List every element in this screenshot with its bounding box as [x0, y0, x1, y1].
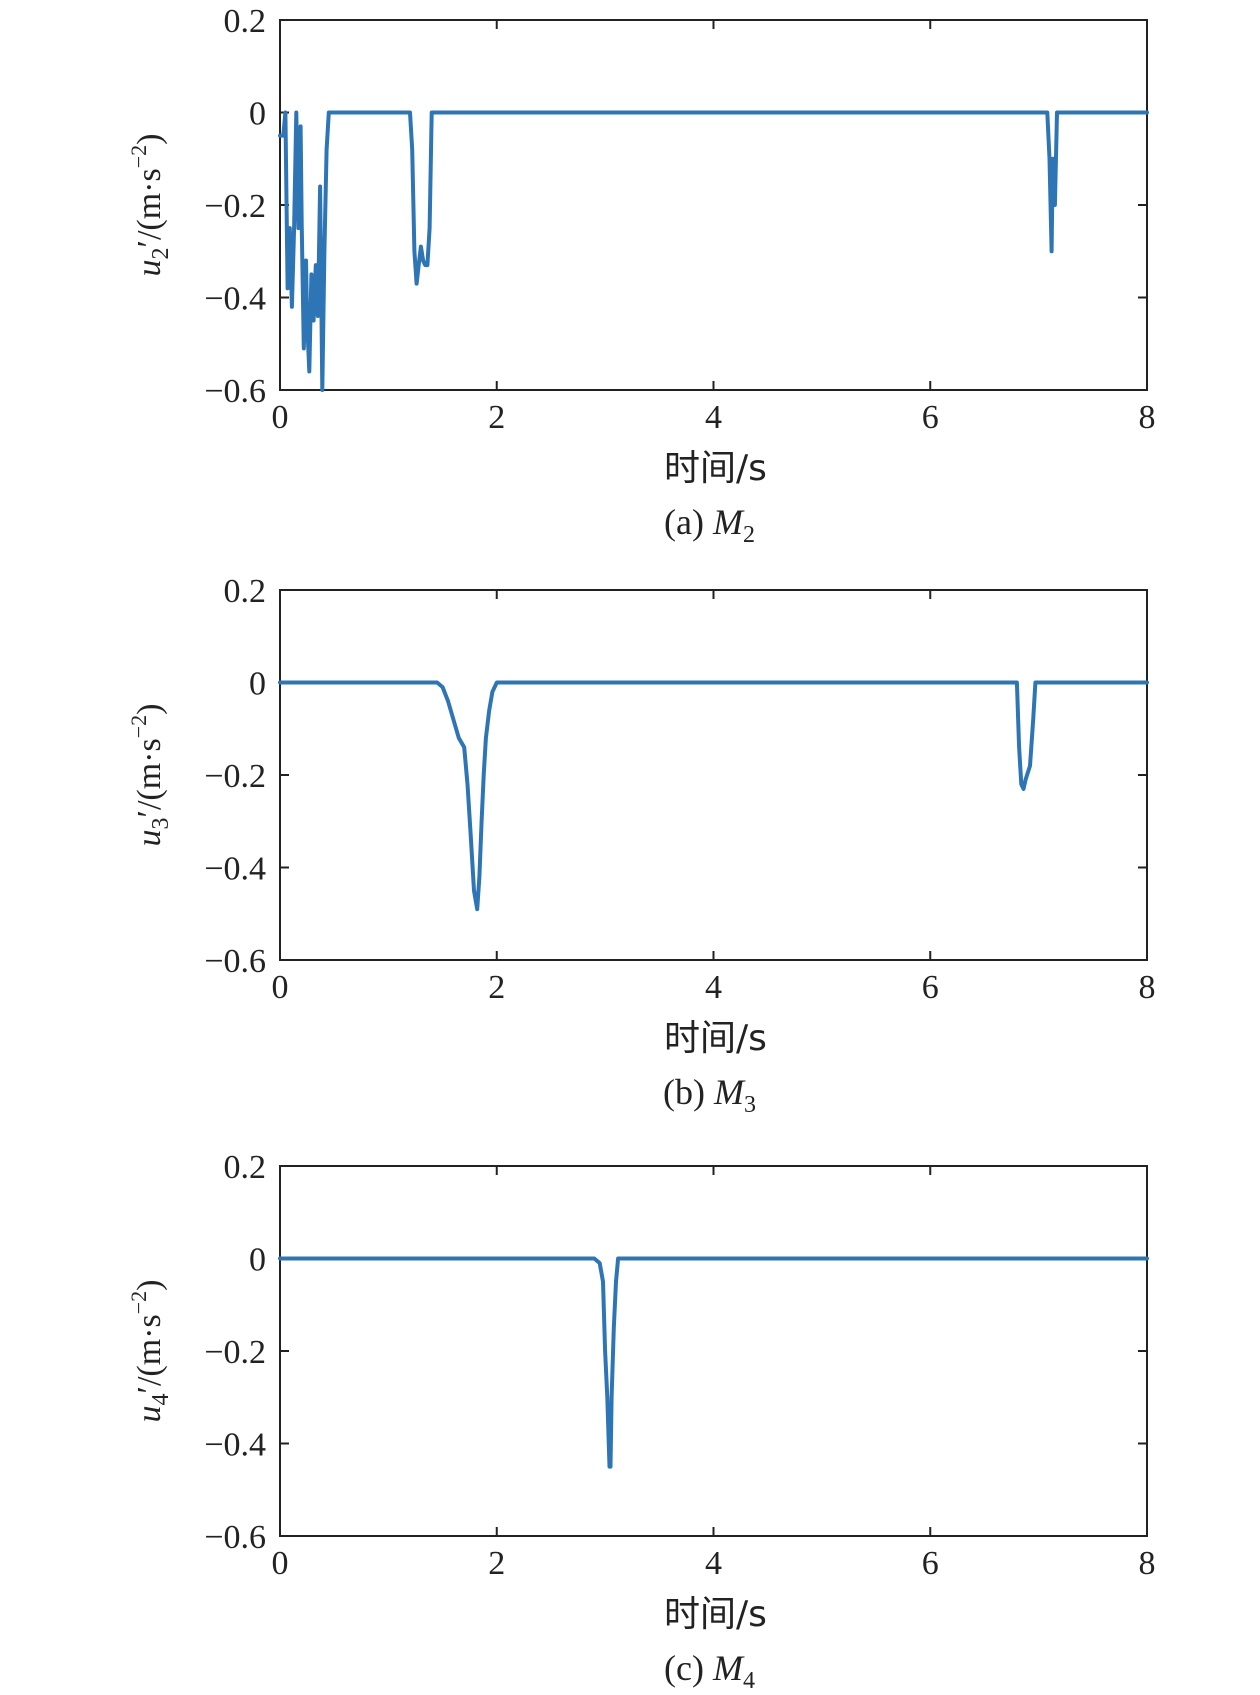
ylabel-sub: 2 [148, 247, 174, 259]
ylabel-exp: −2 [126, 1291, 151, 1314]
y-tick-label: −0.6 [204, 943, 266, 980]
caption-var: M [713, 1072, 746, 1112]
x-tick-label: 6 [922, 399, 939, 436]
y-tick-label: 0 [249, 666, 266, 703]
x-tick-label: 8 [1139, 969, 1156, 1006]
x-tick-label: 0 [272, 969, 289, 1006]
x-axis-label: 时间/s [664, 1018, 767, 1059]
panel-caption: (b) M3 [663, 1072, 756, 1118]
y-tick-label: 0 [249, 96, 266, 133]
y-tick-label: −0.4 [204, 281, 266, 318]
y-tick-label: 0 [249, 1242, 266, 1279]
chart-panel-a: 0 2 4 6 80.20−0.2−0.4−0.6时间/s(a) M2u2′/(m·s−… [126, 3, 1156, 548]
x-tick-label: 2 [488, 399, 505, 436]
y-axis-label: u3′/(m·s−2) [126, 704, 174, 847]
ylabel-close: ) [131, 1280, 168, 1291]
x-tick-label: 2 [488, 969, 505, 1006]
x-tick-label: 4 [705, 1545, 722, 1582]
caption-var: M [712, 502, 745, 542]
x-tick-label: 6 [922, 1545, 939, 1582]
series-line [278, 680, 1149, 912]
y-axis-label: u4′/(m·s−2) [126, 1280, 174, 1423]
plot-frame [279, 1165, 1148, 1537]
y-tick-label: −0.2 [204, 758, 266, 795]
y-axis-label: u2′/(m·s−2) [126, 134, 174, 277]
y-tick-label: −0.4 [204, 851, 266, 888]
ylabel-sub: 3 [148, 817, 174, 829]
y-tick-label: 0.2 [224, 573, 267, 610]
series-line [278, 1256, 1149, 1469]
x-tick-label: 4 [705, 399, 722, 436]
x-tick-label: 6 [922, 969, 939, 1006]
x-tick-label: 8 [1139, 1545, 1156, 1582]
y-tick-label: −0.2 [204, 188, 266, 225]
y-tick-label: 0.2 [224, 3, 267, 40]
ylabel-rest: ′/(m·s [131, 168, 168, 247]
ylabel-var: u [131, 259, 168, 276]
y-tick-label: −0.2 [204, 1334, 266, 1371]
ylabel-exp: −2 [126, 715, 151, 738]
caption-sub: 3 [744, 1092, 756, 1118]
y-tick-label: −0.6 [204, 1519, 266, 1556]
chart-panel-c: 0 2 4 6 80.20−0.2−0.4−0.6时间/s(c) M4u4′/(m·s−… [126, 1149, 1156, 1694]
caption-sub: 4 [743, 1668, 755, 1694]
y-tick-label: −0.4 [204, 1427, 266, 1464]
ylabel-close: ) [131, 704, 168, 715]
ylabel-close: ) [131, 134, 168, 145]
x-tick-label: 0 [272, 399, 289, 436]
series-line [278, 110, 1149, 392]
caption-label: (c) [664, 1648, 713, 1688]
ylabel-var: u [131, 1405, 168, 1422]
chart-panel-b: 0 2 4 6 80.20−0.2−0.4−0.6时间/s(b) M3u3′/(m·s−… [126, 573, 1156, 1118]
caption-sub: 2 [743, 522, 755, 548]
x-tick-label: 4 [705, 969, 722, 1006]
x-tick-label: 2 [488, 1545, 505, 1582]
plot-frame [279, 589, 1148, 961]
caption-label: (a) [664, 502, 713, 542]
plot-frame [279, 19, 1148, 391]
ylabel-var: u [131, 829, 168, 846]
panel-caption: (a) M2 [664, 502, 755, 548]
ylabel-sub: 4 [148, 1393, 174, 1405]
caption-label: (b) [663, 1072, 714, 1112]
y-tick-label: −0.6 [204, 373, 266, 410]
y-tick-label: 0.2 [224, 1149, 267, 1186]
ylabel-exp: −2 [126, 145, 151, 168]
ylabel-rest: ′/(m·s [131, 738, 168, 817]
panel-caption: (c) M4 [664, 1648, 755, 1694]
x-tick-label: 0 [272, 1545, 289, 1582]
x-axis-label: 时间/s [664, 1594, 767, 1635]
caption-var: M [712, 1648, 745, 1688]
x-tick-label: 8 [1139, 399, 1156, 436]
ylabel-rest: ′/(m·s [131, 1314, 168, 1393]
x-axis-label: 时间/s [664, 448, 767, 489]
